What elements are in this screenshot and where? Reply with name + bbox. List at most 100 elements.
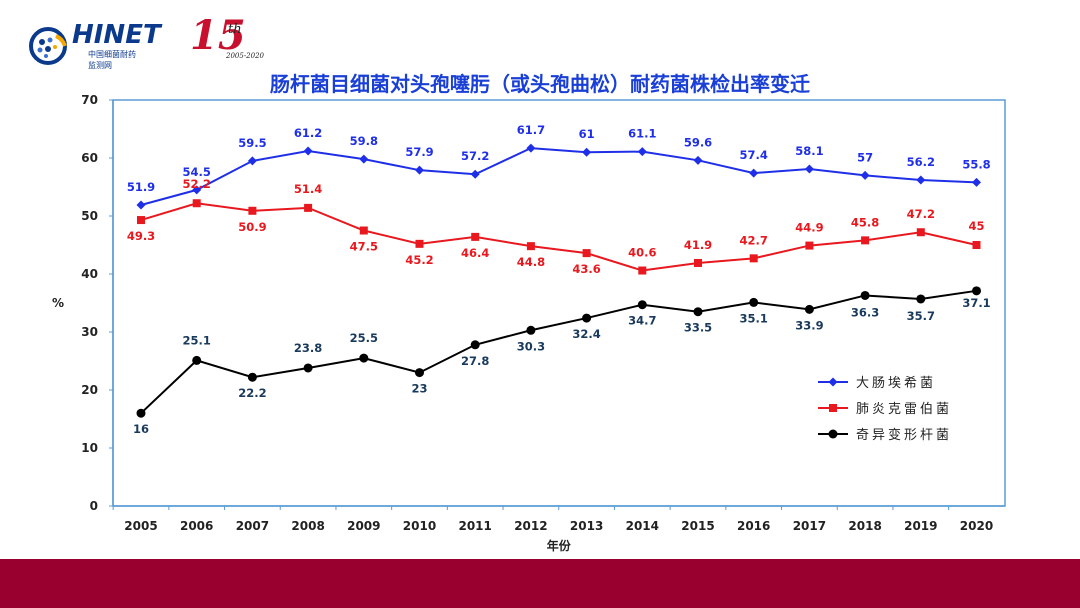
y-tick-label: 30 xyxy=(81,325,98,339)
data-point-diamond xyxy=(526,143,536,153)
y-tick-label: 10 xyxy=(81,441,98,455)
logo-subtitle-2: 监测网 xyxy=(88,61,112,70)
y-tick-label: 0 xyxy=(90,499,98,513)
data-point-circle xyxy=(470,340,480,350)
data-point-circle xyxy=(359,353,369,363)
data-label: 43.6 xyxy=(572,262,600,276)
data-label: 57 xyxy=(857,150,873,164)
data-label: 61.7 xyxy=(517,123,545,137)
data-point-square xyxy=(861,236,870,245)
data-label: 40.6 xyxy=(628,246,656,260)
line-chart: 0 10 20 30 40 50 60 70% 2005 2006 2007 2008 2009 2010… xyxy=(52,93,1006,553)
data-label: 61.1 xyxy=(628,127,656,141)
legend-marker xyxy=(828,377,838,387)
data-label: 42.7 xyxy=(740,233,768,247)
data-label: 45.2 xyxy=(405,253,433,267)
data-label: 59.5 xyxy=(238,136,266,150)
anniversary-years: 2005-2020 xyxy=(226,52,264,60)
y-tick-label: 40 xyxy=(81,267,98,281)
chart-title: 肠杆菌目细菌对头孢噻肟（或头孢曲松）耐药菌株检出率变迁 xyxy=(270,72,810,96)
y-axis-title: % xyxy=(52,296,64,310)
data-point-circle xyxy=(749,297,759,307)
data-label: 34.7 xyxy=(628,314,656,328)
x-tick-label: 2019 xyxy=(904,519,937,533)
data-label: 57.4 xyxy=(740,148,768,162)
data-point-diamond xyxy=(916,175,926,185)
data-label: 22.2 xyxy=(238,386,266,400)
legend-marker xyxy=(828,429,838,439)
x-tick-label: 2011 xyxy=(458,519,491,533)
data-label: 50.9 xyxy=(238,220,266,234)
data-point-diamond xyxy=(693,155,703,165)
data-point-circle xyxy=(693,307,703,317)
data-point-square xyxy=(304,203,313,212)
x-tick-label: 2012 xyxy=(514,519,547,533)
legend-label: 奇异变形杆菌 xyxy=(856,427,952,443)
data-point-diamond xyxy=(247,156,257,166)
data-point-diamond xyxy=(303,146,313,156)
data-label: 45 xyxy=(968,219,984,233)
data-point-square xyxy=(916,228,925,237)
x-tick-label: 2014 xyxy=(626,519,659,533)
x-tick-label: 2013 xyxy=(570,519,603,533)
y-tick-label: 20 xyxy=(81,383,98,397)
x-tick-label: 2010 xyxy=(403,519,436,533)
data-point-circle xyxy=(415,368,424,378)
data-label: 44.9 xyxy=(795,221,823,235)
x-tick-label: 2009 xyxy=(347,519,380,533)
data-point-square xyxy=(972,241,981,249)
data-point-square xyxy=(471,232,480,241)
y-tick-label: 60 xyxy=(81,151,98,165)
data-point-square xyxy=(638,266,647,275)
data-label: 46.4 xyxy=(461,246,489,260)
data-point-diamond xyxy=(972,177,981,187)
x-tick-label: 2020 xyxy=(960,519,993,533)
data-label: 59.6 xyxy=(684,135,712,149)
data-point-diamond xyxy=(582,147,592,157)
x-tick-label: 2015 xyxy=(681,519,714,533)
data-point-circle xyxy=(916,294,926,304)
data-label: 52.2 xyxy=(183,177,211,191)
data-label: 54.5 xyxy=(183,165,211,179)
x-tick-label: 2005 xyxy=(124,519,157,533)
data-point-circle xyxy=(303,363,313,373)
globe-icon xyxy=(29,27,67,65)
data-label: 16 xyxy=(133,422,149,436)
x-tick-label: 2017 xyxy=(793,519,826,533)
data-label: 25.5 xyxy=(350,331,378,345)
data-label: 36.3 xyxy=(851,305,879,319)
data-label: 23 xyxy=(411,382,427,396)
data-label: 33.5 xyxy=(684,321,712,335)
legend-marker xyxy=(829,404,837,412)
data-point-circle xyxy=(526,325,536,335)
plot-frame xyxy=(112,99,1006,507)
data-point-circle xyxy=(247,372,257,382)
data-point-diamond xyxy=(192,185,202,195)
x-axis-title: 年份 xyxy=(547,538,572,553)
data-label: 41.9 xyxy=(684,238,712,252)
logo-subtitle: 中国细菌耐药 xyxy=(88,50,136,59)
data-label: 51.9 xyxy=(127,180,155,194)
x-tick-label: 2008 xyxy=(291,519,324,533)
data-label: 55.8 xyxy=(962,157,990,171)
data-label: 49.3 xyxy=(127,229,155,243)
data-point-square xyxy=(694,258,702,267)
x-tick-label: 2016 xyxy=(737,519,770,533)
x-tick-label: 2018 xyxy=(848,519,881,533)
data-label: 59.8 xyxy=(350,134,378,148)
data-label: 23.8 xyxy=(294,341,322,355)
data-point-square xyxy=(805,241,814,250)
data-point-diamond xyxy=(749,168,759,178)
data-label: 47.5 xyxy=(350,240,378,254)
data-point-square xyxy=(192,199,201,208)
anniversary-number: 15 xyxy=(190,12,246,59)
data-label: 35.1 xyxy=(740,311,768,325)
data-label: 35.7 xyxy=(907,309,935,323)
data-label: 57.2 xyxy=(461,149,489,163)
data-point-diamond xyxy=(470,169,480,179)
data-point-diamond xyxy=(804,164,814,174)
data-point-circle xyxy=(860,290,870,300)
series-line-3 xyxy=(140,289,977,414)
data-point-diamond xyxy=(860,170,870,180)
data-label: 56.2 xyxy=(907,155,935,169)
